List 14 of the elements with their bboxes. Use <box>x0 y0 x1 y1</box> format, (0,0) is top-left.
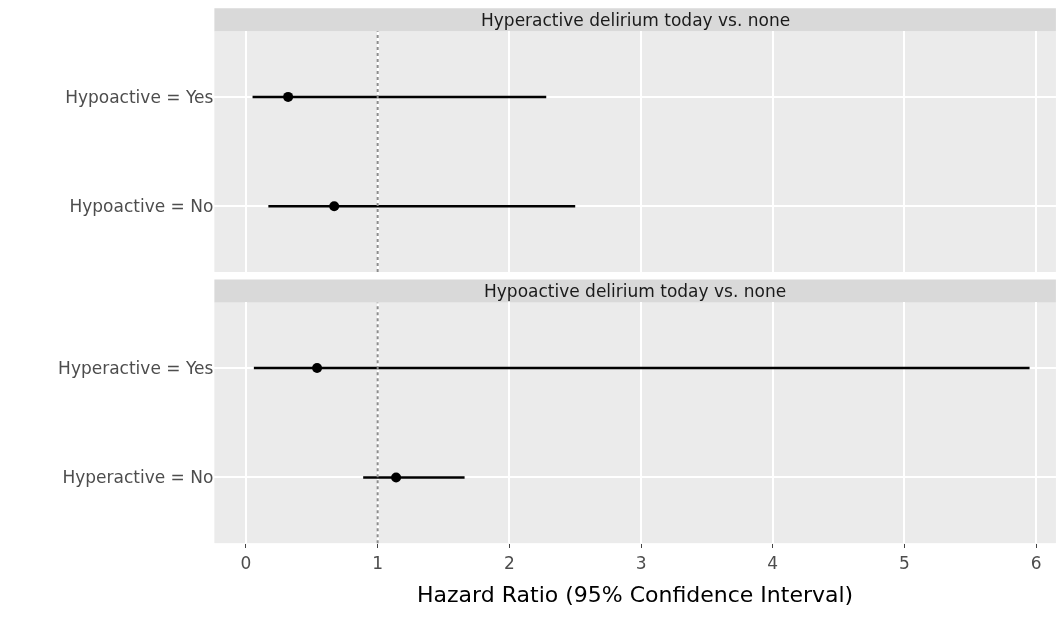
y-tick-label: Hypoactive = No <box>69 196 214 217</box>
chart-title: Hypoactive delirium today vs. none <box>484 281 787 301</box>
x-tick-label: 3 <box>635 552 647 573</box>
x-tick-label: 6 <box>1030 552 1042 573</box>
x-tick-label: 2 <box>503 552 515 573</box>
x-tick-label: 0 <box>240 552 252 573</box>
y-tick-label: Hyperactive = No <box>62 467 214 488</box>
y-tick-label: Hyperactive = Yes <box>58 358 214 379</box>
x-axis-title: Hazard Ratio (95% Confidence Interval) <box>417 582 854 608</box>
x-tick-label: 1 <box>372 552 384 573</box>
x-tick-label: 4 <box>767 552 779 573</box>
chart-title: Hyperactive delirium today vs. none <box>481 10 791 30</box>
y-tick-label: Hypoactive = Yes <box>65 86 214 107</box>
x-tick-label: 5 <box>899 552 910 573</box>
